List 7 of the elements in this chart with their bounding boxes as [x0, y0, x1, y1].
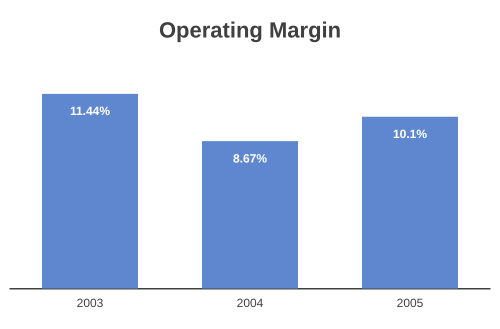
data-label: 8.67%	[232, 151, 268, 166]
x-tick-label: 2004	[236, 296, 264, 310]
chart-title: Operating Margin	[158, 17, 342, 42]
x-tick-label: 2005	[396, 296, 424, 310]
x-tick-label: 2003	[76, 296, 104, 310]
data-label: 11.44%	[70, 104, 110, 118]
data-label: 10.1%	[392, 127, 428, 142]
